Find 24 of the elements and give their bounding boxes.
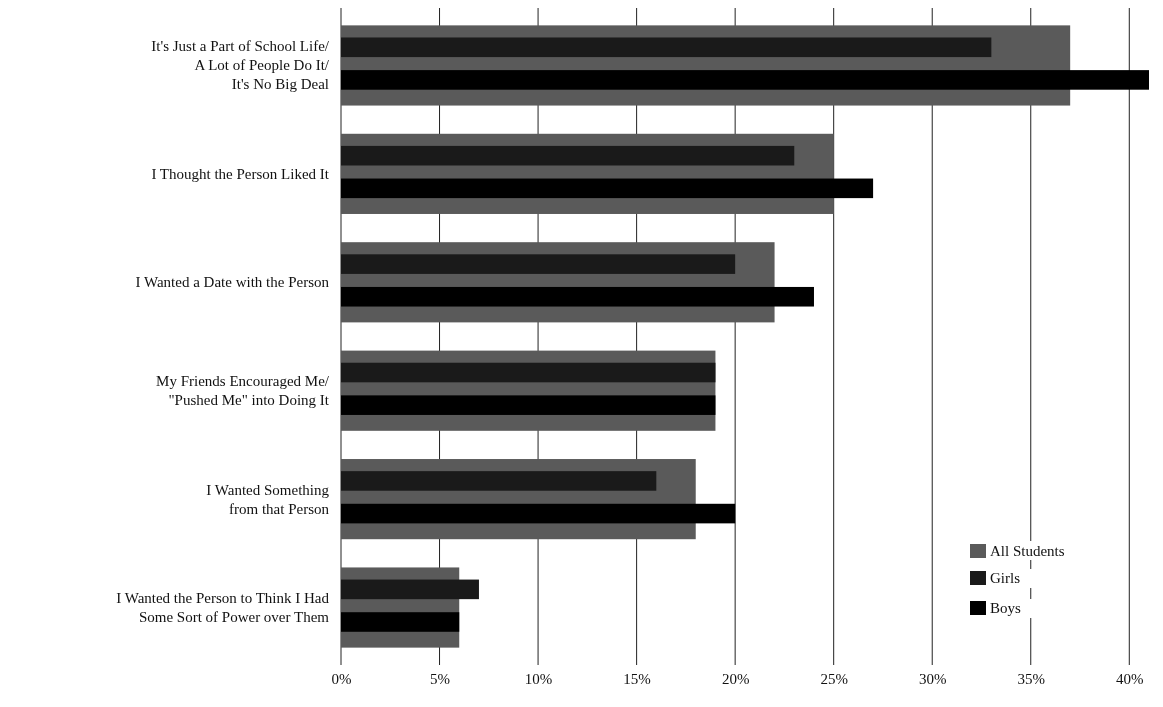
x-tick-label: 35% [1017, 670, 1046, 687]
y-tick-label: My Friends Encouraged Me/ "Pushed Me" into Doing It [156, 373, 330, 409]
bar [341, 286, 814, 307]
x-tick-label: 5% [430, 670, 451, 687]
x-tick-label: 40% [1116, 670, 1144, 687]
x-tick-label: 0% [331, 670, 352, 687]
x-tick-label: 10% [524, 670, 553, 687]
bar [341, 503, 736, 524]
legend-label: Boys [990, 600, 1021, 616]
legend-label: All Students [990, 543, 1065, 559]
y-tick-label: I Wanted Something from that Person [206, 481, 330, 517]
y-tick-label: I Wanted a Date with the Person [135, 274, 330, 291]
legend-label: Girls [990, 570, 1021, 586]
y-tick-label: I Thought the Person Liked It [151, 165, 330, 182]
bar [341, 612, 460, 632]
y-tick-label: It's Just a Part of School Life/ A Lot of People Do It/ It's No Big Deal [151, 38, 330, 93]
x-tick-label: 15% [623, 670, 651, 687]
x-tick-label: 20% [721, 670, 750, 687]
x-tick-label: 30% [918, 670, 947, 687]
x-tick-label: 25% [820, 670, 848, 687]
y-tick-label: I Wanted the Person to Think I Had Some Sort of Power over Them [116, 590, 330, 626]
bar [341, 395, 716, 415]
bar [341, 70, 1149, 90]
bar [341, 178, 874, 199]
